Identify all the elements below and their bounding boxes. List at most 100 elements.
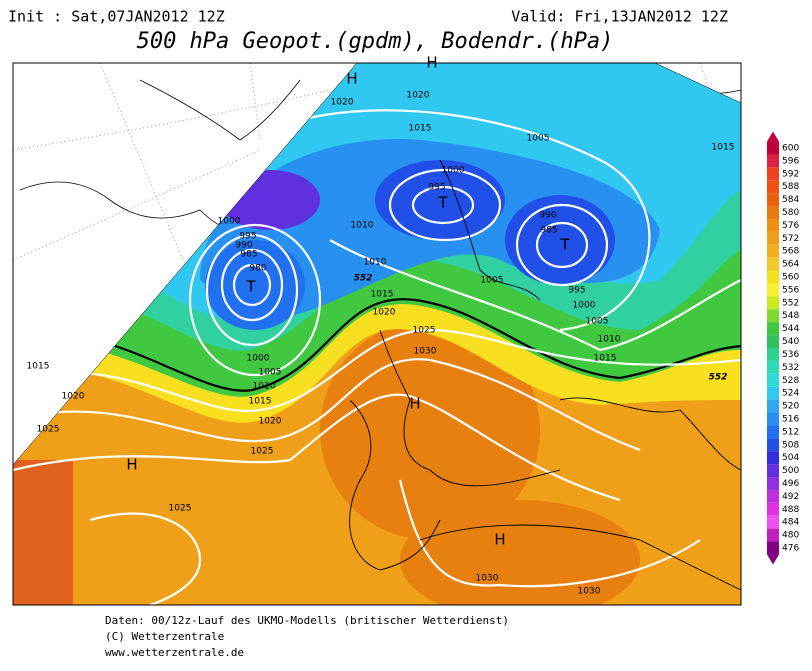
isobar-label: 985: [540, 226, 557, 236]
pressure-center: H: [126, 456, 137, 474]
isobar-label: 1010: [253, 382, 276, 392]
isobar-label: 995: [568, 286, 585, 296]
isobar-label: 995: [239, 232, 256, 242]
colorbar-cell: [767, 502, 779, 516]
colorbar-bottom: [767, 554, 779, 565]
colorbar-top: [767, 131, 779, 142]
map-title: 500 hPa Geopot.(gpdm), Bodendr.(hPa): [137, 29, 614, 54]
colorbar-cell: [767, 167, 779, 181]
footer-line: (C) Wetterzentrale: [105, 630, 224, 643]
isobar-label: 1015: [712, 143, 735, 153]
colorbar-cell: [767, 348, 779, 361]
colorbar-label: 524: [782, 389, 799, 399]
pressure-center: H: [409, 395, 420, 413]
isobar-label: 1000: [442, 166, 465, 176]
isobar-label: 1015: [594, 354, 617, 364]
isobar-label: 1020: [407, 91, 430, 101]
colorbar-cell: [767, 322, 779, 336]
isobar-label: 1000: [573, 301, 596, 311]
isobar-label: 1030: [414, 347, 437, 357]
colorbar-cell: [767, 180, 779, 194]
colorbar-label: 580: [782, 208, 799, 218]
isobar-label: 1005: [259, 368, 282, 378]
isobar-label: 1005: [586, 317, 609, 327]
isobar-label: 980: [249, 264, 266, 274]
isobar-label: 1025: [169, 504, 192, 514]
colorbar-cell: [767, 412, 779, 426]
map-frame: [12, 62, 742, 606]
colorbar-label: 560: [782, 273, 799, 283]
isobar-label: 1020: [373, 308, 396, 318]
isobar-label: 1025: [251, 447, 274, 457]
footer-line: www.wetterzentrale.de: [105, 646, 244, 659]
isobar-label: 1010: [351, 221, 374, 231]
contour-label: 552: [354, 274, 373, 284]
colorbar-label: 592: [782, 169, 799, 179]
colorbar-cell: [767, 296, 779, 310]
colorbar-cell: [767, 335, 779, 348]
contour-label: 552: [709, 373, 728, 383]
isobar-label: 985: [240, 250, 257, 260]
colorbar-cell: [767, 244, 779, 258]
colorbar-label: 532: [782, 363, 799, 373]
colorbar-label: 576: [782, 221, 799, 231]
colorbar-cell: [767, 231, 779, 245]
colorbar-cell: [767, 464, 779, 478]
isobar-label: 1015: [409, 124, 432, 134]
colorbar-label: 544: [782, 324, 799, 334]
isobar-label: 1010: [364, 258, 387, 268]
pressure-center: H: [494, 531, 505, 549]
colorbar-label: 500: [782, 466, 799, 476]
init-time: Init : Sat,07JAN2012 12Z: [8, 8, 225, 26]
pressure-center: T: [245, 278, 256, 296]
colorbar-cell: [767, 193, 779, 207]
colorbar-label: 492: [782, 492, 799, 502]
colorbar-cell: [767, 257, 779, 271]
pressure-center: H: [346, 70, 357, 88]
isobar-label: 1030: [578, 587, 601, 597]
isobar-label: 995: [428, 183, 445, 193]
colorbar-cell: [767, 154, 779, 168]
isobar-label: 1015: [249, 397, 272, 407]
colorbar-label: 476: [782, 544, 799, 554]
colorbar-label: 484: [782, 518, 799, 528]
isobar-label: 1005: [481, 276, 504, 286]
colorbar-label: 584: [782, 195, 799, 205]
colorbar-cell: [767, 386, 779, 400]
colorbar-cell: [767, 425, 779, 439]
colorbar-label: 480: [782, 531, 799, 541]
colorbar-cell: [767, 541, 779, 555]
isobar-label: 1000: [218, 217, 241, 227]
colorbar-label: 536: [782, 350, 799, 360]
isobar-label: 1030: [476, 574, 499, 584]
colorbar-cell: [767, 489, 779, 503]
colorbar-cell: [767, 141, 779, 155]
isobar-label: 990: [539, 211, 556, 221]
isobar-label: 1020: [259, 417, 282, 427]
colorbar-label: 600: [782, 144, 799, 154]
colorbar-label: 504: [782, 453, 799, 463]
colorbar-cell: [767, 528, 779, 542]
colorbar-label: 496: [782, 479, 799, 489]
colorbar-cell: [767, 283, 779, 297]
colorbar-label: 556: [782, 285, 799, 295]
pressure-center: T: [559, 236, 570, 254]
isobar-label: 1015: [27, 362, 50, 372]
isobar-label: 1000: [247, 354, 270, 364]
colorbar-label: 548: [782, 311, 799, 321]
colorbar-label: 568: [782, 247, 799, 257]
colorbar-label: 564: [782, 260, 799, 270]
colorbar-label: 588: [782, 182, 799, 192]
isobar-label: 1025: [413, 326, 436, 336]
colorbar-cell: [767, 515, 779, 529]
colorbar-cell: [767, 270, 779, 284]
isobar-label: 1025: [37, 425, 60, 435]
colorbar-cell: [767, 477, 779, 490]
valid-time: Valid: Fri,13JAN2012 12Z: [511, 8, 728, 26]
pressure-center: H: [426, 54, 437, 72]
colorbar-cell: [767, 451, 779, 465]
colorbar-cell: [767, 360, 779, 374]
colorbar-cell: [767, 218, 779, 232]
colorbar-label: 552: [782, 298, 799, 308]
